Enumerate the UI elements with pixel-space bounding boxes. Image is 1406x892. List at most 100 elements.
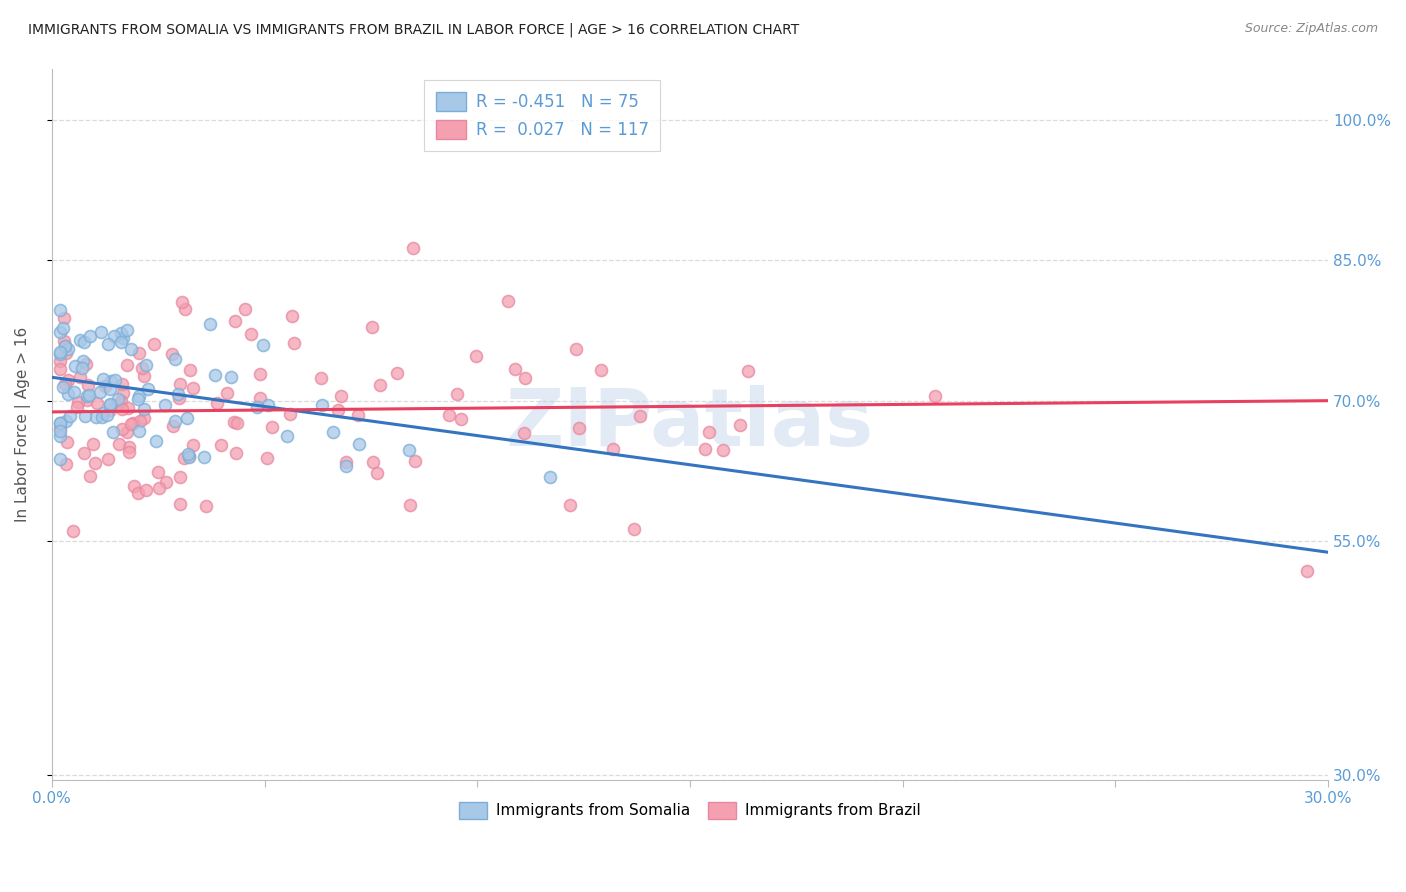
Point <box>165 414 187 428</box>
Point <box>349 437 371 451</box>
Point <box>67 395 90 409</box>
Point <box>65 400 87 414</box>
Point <box>91 406 114 420</box>
Point <box>111 385 134 400</box>
Point <box>173 451 195 466</box>
Point <box>260 420 283 434</box>
Text: Source: ZipAtlas.com: Source: ZipAtlas.com <box>1244 22 1378 36</box>
Point <box>148 481 170 495</box>
Point <box>346 408 368 422</box>
Point <box>693 442 716 457</box>
Point <box>177 450 200 464</box>
Point <box>128 346 150 360</box>
Point <box>107 392 129 406</box>
Point <box>52 334 75 348</box>
Point <box>200 318 222 332</box>
Point <box>252 338 274 352</box>
Point <box>98 396 121 410</box>
Point <box>93 378 115 392</box>
Point <box>240 326 263 341</box>
Point <box>97 451 120 466</box>
Point <box>222 415 245 429</box>
Point <box>52 380 75 394</box>
Point <box>49 452 72 467</box>
Point <box>446 387 468 401</box>
Point <box>76 389 98 403</box>
Point <box>127 392 149 406</box>
Point <box>110 334 132 349</box>
Point <box>105 398 128 412</box>
Point <box>512 426 534 441</box>
Point <box>311 371 333 385</box>
Point <box>55 339 77 353</box>
Point <box>281 310 304 324</box>
Point <box>75 409 97 423</box>
Point <box>73 445 96 459</box>
Point <box>167 387 190 401</box>
Point <box>128 388 150 402</box>
Point <box>103 328 125 343</box>
Point <box>366 467 388 481</box>
Point <box>558 498 581 512</box>
Point <box>322 425 344 440</box>
Point <box>737 364 759 378</box>
Point <box>115 358 138 372</box>
Point <box>226 416 249 430</box>
Point <box>256 451 278 466</box>
Point <box>402 241 425 255</box>
Point <box>77 378 100 392</box>
Point <box>169 470 191 484</box>
Point <box>276 429 298 443</box>
Point <box>233 301 256 316</box>
Point <box>565 343 588 357</box>
Point <box>368 378 391 392</box>
Point <box>76 393 98 408</box>
Point <box>93 372 115 386</box>
Point <box>49 353 72 368</box>
Point <box>165 352 187 367</box>
Point <box>591 363 613 377</box>
Point <box>120 417 142 431</box>
Point <box>110 393 132 408</box>
Point <box>132 401 155 416</box>
Point <box>136 382 159 396</box>
Point <box>55 457 77 471</box>
Point <box>69 369 91 384</box>
Point <box>49 361 72 376</box>
Point <box>49 347 72 361</box>
Point <box>177 449 200 463</box>
Point <box>209 438 232 452</box>
Point <box>52 311 75 326</box>
Text: ZIPatlas: ZIPatlas <box>506 385 875 463</box>
Point <box>128 414 150 428</box>
Point <box>330 389 353 403</box>
Point <box>568 421 591 435</box>
Point <box>174 301 197 316</box>
Point <box>96 408 118 422</box>
Point <box>278 407 301 421</box>
Point <box>398 499 420 513</box>
Point <box>225 446 247 460</box>
Point <box>924 389 946 403</box>
Point <box>204 368 226 383</box>
Point <box>49 416 72 430</box>
Point <box>115 322 138 336</box>
Point <box>79 328 101 343</box>
Point <box>160 347 183 361</box>
Point <box>176 410 198 425</box>
Point <box>77 388 100 402</box>
Point <box>311 398 333 412</box>
Point <box>98 398 121 412</box>
Point <box>90 325 112 339</box>
Point <box>257 398 280 412</box>
Point <box>224 314 246 328</box>
Point <box>110 422 132 436</box>
Y-axis label: In Labor Force | Age > 16: In Labor Force | Age > 16 <box>15 326 31 522</box>
Point <box>249 367 271 381</box>
Point <box>283 336 305 351</box>
Point <box>52 321 75 335</box>
Point <box>89 384 111 399</box>
Point <box>73 335 96 350</box>
Point <box>602 442 624 456</box>
Point <box>49 429 72 443</box>
